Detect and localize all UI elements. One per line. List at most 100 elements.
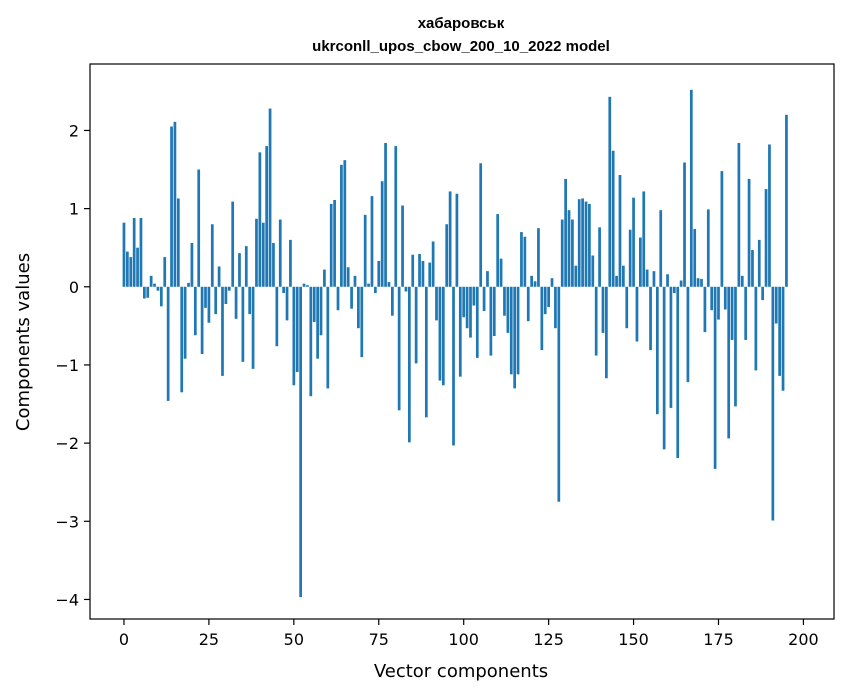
x-tick-label: 75 [369,630,389,649]
bar-component-81 [397,286,401,411]
bar-component-161 [669,286,673,408]
bar-component-101 [465,286,469,329]
bar-component-123 [540,286,544,351]
bar-component-169 [696,278,700,287]
bar-component-109 [492,286,496,337]
bar-component-108 [489,286,493,356]
bar-component-15 [173,121,177,287]
bar-component-12 [163,257,167,287]
bar-component-3 [132,217,136,287]
bar-component-121 [533,281,537,287]
bar-component-182 [740,275,744,287]
bar-component-2 [129,257,133,287]
bar-component-24 [204,286,207,308]
bar-component-49 [289,239,292,287]
bar-component-100 [462,286,466,318]
bar-component-194 [781,286,785,391]
bar-component-18 [183,286,187,359]
plot-frame [89,63,835,620]
bar-component-95 [445,224,449,287]
bar-component-130 [564,178,567,287]
bar-component-139 [594,286,598,356]
bar-component-94 [441,286,445,386]
bar-component-192 [774,286,778,324]
bar-component-118 [523,236,527,287]
bar-component-4 [136,247,139,287]
bar-component-173 [710,286,714,311]
bar-component-167 [689,89,693,287]
bar-component-127 [554,286,557,329]
bar-component-0 [122,222,126,287]
bar-component-57 [316,286,319,359]
bar-component-26 [210,224,214,287]
y-tick-label: −1 [55,356,79,375]
bar-component-7 [146,286,150,298]
x-tick-label: 150 [618,630,649,649]
bar-component-69 [357,286,360,329]
bar-component-158 [659,210,663,287]
bar-component-8 [149,275,153,287]
bar-component-74 [374,286,377,294]
bar-component-5 [139,217,143,287]
bar-component-159 [662,286,666,450]
bar-component-180 [734,286,737,407]
y-tick-label: 0 [69,278,79,297]
x-tick-label: 200 [788,630,819,649]
bar-component-176 [720,171,724,287]
bar-component-128 [557,286,561,502]
bar-component-33 [234,286,238,319]
bar-component-146 [618,175,622,287]
bar-component-151 [635,286,639,342]
bar-component-56 [312,286,316,322]
y-tick-label: −3 [55,512,79,531]
bar-component-80 [394,146,398,287]
bar-component-105 [479,163,483,287]
bar-component-38 [251,286,255,369]
bar-component-83 [404,286,408,292]
bar-component-113 [506,286,510,333]
bar-component-44 [272,243,275,287]
bar-component-143 [608,96,612,287]
bar-component-84 [407,286,411,443]
bar-component-116 [516,286,520,375]
bar-component-170 [700,278,703,287]
bar-component-187 [757,239,761,287]
bar-component-35 [241,286,245,362]
bar-component-50 [292,286,296,386]
bar-component-10 [156,286,160,291]
bar-component-47 [282,286,285,294]
bar-component-27 [214,286,218,315]
bar-component-54 [306,285,309,287]
bar-component-97 [452,286,455,446]
bar-component-87 [418,253,421,287]
bar-component-155 [649,286,652,351]
bar-component-25 [207,286,211,323]
bar-component-189 [764,189,768,287]
bar-component-89 [424,286,428,418]
bar-component-20 [190,243,194,287]
bar-component-19 [187,282,190,287]
y-tick-label: 2 [69,121,79,140]
bar-component-71 [363,214,367,287]
bar-component-42 [265,146,269,287]
bar-component-40 [258,152,262,287]
x-axis-label: Vector components [374,661,548,682]
bar-component-162 [672,286,676,294]
bar-component-23 [200,286,204,355]
bar-component-102 [469,286,472,338]
bar-component-76 [380,181,384,287]
bar-component-48 [285,286,289,321]
bar-component-22 [197,169,201,287]
chart-subtitle: ukrconll_upos_cbow_200_10_2022 model [312,38,610,55]
x-tick-label: 100 [448,630,479,649]
bar-component-13 [166,286,170,401]
bar-component-51 [295,286,299,372]
bar-component-63 [336,286,340,311]
bar-component-79 [391,286,394,316]
bar-component-65 [343,160,347,287]
bar-component-160 [666,274,669,287]
bar-component-136 [584,201,588,287]
bar-component-117 [520,232,523,287]
bar-component-150 [632,197,635,287]
bar-component-29 [221,286,224,376]
